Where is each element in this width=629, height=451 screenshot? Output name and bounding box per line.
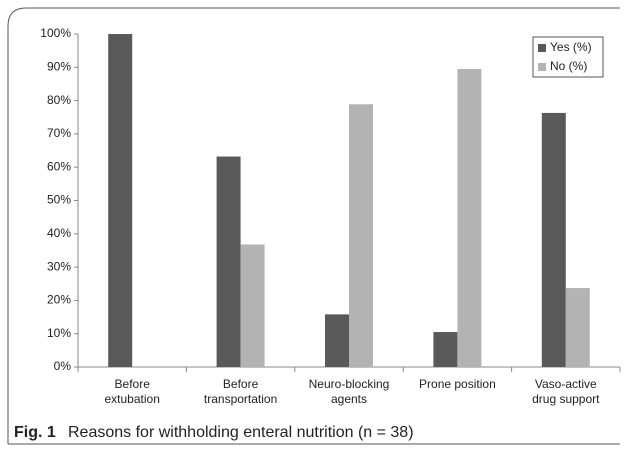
y-tick-label: 50%: [47, 193, 71, 207]
y-tick-label: 20%: [47, 293, 71, 307]
bar: [565, 288, 590, 367]
bar: [325, 314, 349, 367]
x-tick-label-line: Vaso-active: [535, 377, 597, 391]
x-tick-label-line: Prone position: [419, 377, 496, 391]
bar: [216, 156, 241, 367]
x-tick-label: Before extubation: [105, 377, 160, 406]
bar: [240, 244, 265, 367]
x-tick-label: Before transportation: [204, 377, 277, 406]
x-tick-label-line: Before: [223, 377, 259, 391]
x-tick-label: Neuro-blocking agents: [309, 377, 390, 406]
x-tick-label-line: Neuro-blocking: [309, 377, 390, 391]
bar: [541, 112, 566, 368]
x-tick-label-line: Before: [115, 377, 151, 391]
y-tick-label: 60%: [47, 159, 71, 173]
bar: [433, 332, 458, 367]
legend-label: Yes (%): [550, 40, 592, 54]
frame: [7, 7, 620, 444]
y-tick-label: 80%: [47, 93, 71, 107]
bar: [349, 104, 373, 367]
figure-label: Fig. 1: [14, 424, 56, 441]
y-tick-label: 40%: [47, 226, 71, 240]
y-tick-label: 30%: [47, 259, 71, 273]
y-tick-label: 10%: [47, 326, 71, 340]
chart-title: Reasons for withholding enteral nutritio…: [68, 424, 414, 441]
x-tick-label-line: transportation: [204, 392, 277, 406]
x-tick-label: Prone position: [419, 377, 496, 391]
y-tick-label: 100%: [40, 26, 71, 40]
x-tick-label-line: agents: [331, 392, 367, 406]
legend-label: No (%): [550, 59, 587, 73]
y-tick-label: 70%: [47, 126, 71, 140]
y-tick-label: 0%: [54, 359, 72, 373]
bar: [457, 68, 482, 367]
bar: [108, 34, 133, 367]
y-tick-label: 90%: [47, 59, 71, 73]
x-tick-label-line: drug support: [532, 392, 600, 406]
legend-swatch: [538, 44, 546, 52]
x-tick-label: Vaso-active drug support: [532, 377, 600, 406]
x-tick-label-line: extubation: [105, 392, 160, 406]
legend-swatch: [538, 63, 546, 71]
